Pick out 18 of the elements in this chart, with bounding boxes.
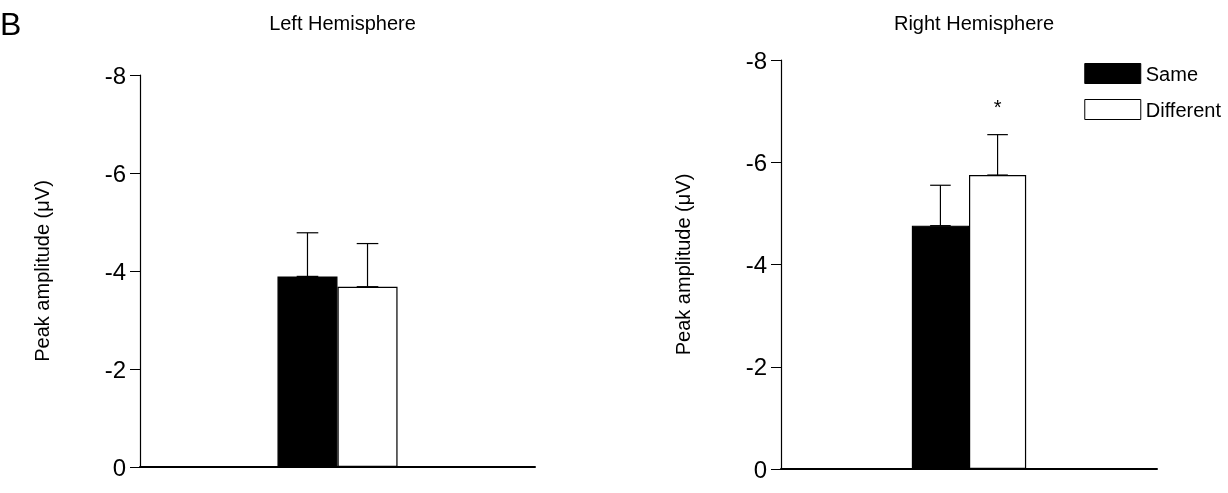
- chart-title: Left Hemisphere: [269, 12, 416, 34]
- y-tick-label: -4: [104, 257, 126, 285]
- y-tick-label: 0: [753, 455, 767, 483]
- y-tick-label: -6: [104, 159, 126, 187]
- legend-label: Different: [1145, 98, 1222, 121]
- y-tick-label: -8: [104, 61, 126, 89]
- y-tick-label: -8: [745, 46, 767, 74]
- y-tick-label: 0: [112, 453, 126, 481]
- legend-label: Same: [1145, 62, 1199, 85]
- text: B: [0, 6, 22, 42]
- y-tick-label: -2: [104, 355, 126, 383]
- chart-title: Right Hemisphere: [893, 12, 1055, 34]
- y-axis-title: Peak amplitude (μV): [31, 180, 53, 362]
- y-tick-label: -4: [745, 251, 767, 278]
- y-axis-title: Peak amplitude (μV): [672, 173, 694, 356]
- y-tick-label: -6: [745, 148, 767, 176]
- annotation: *: [993, 95, 1002, 118]
- y-tick-label: -2: [745, 353, 767, 381]
